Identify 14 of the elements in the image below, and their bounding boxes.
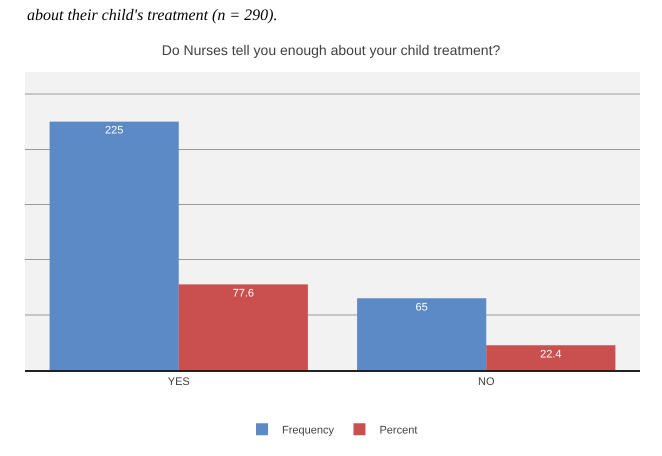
x-tick-label: YES: [168, 376, 190, 388]
legend-label: Percent: [379, 424, 418, 436]
legend-label: Frequency: [282, 424, 334, 436]
data-label: 22.4: [540, 348, 562, 360]
chart-title: Do Nurses tell you enough about your child treatment?: [162, 42, 500, 58]
bar: [357, 298, 486, 370]
bar: [50, 122, 179, 370]
bar: [486, 345, 616, 370]
x-tick-label: NO: [478, 376, 495, 388]
data-label: 65: [416, 301, 428, 314]
data-label: 77.6: [232, 287, 254, 300]
data-label: 225: [104, 124, 124, 137]
bar: [178, 284, 308, 370]
text: about their child's treatment (n = 290).: [27, 7, 278, 24]
